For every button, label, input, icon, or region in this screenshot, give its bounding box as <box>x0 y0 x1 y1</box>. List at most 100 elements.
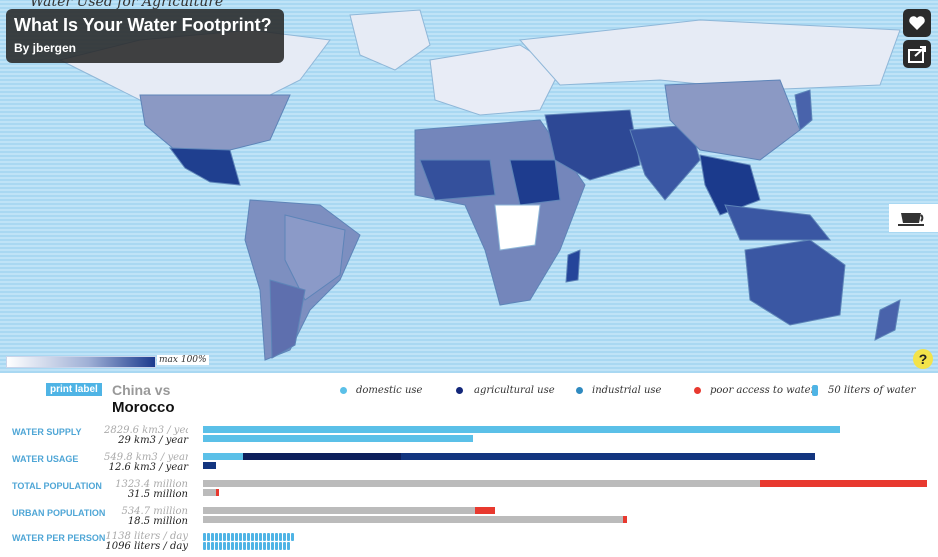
water-drop-country-2 <box>251 542 254 550</box>
water-drop-country-1 <box>223 533 226 541</box>
help-icon[interactable]: ? <box>913 349 933 369</box>
share-button[interactable] <box>903 40 931 68</box>
legend-water-unit: 50 liters of water <box>828 385 916 396</box>
region-madagascar <box>565 249 581 283</box>
region-japan <box>794 89 813 131</box>
page-title: What Is Your Water Footprint? <box>14 15 272 35</box>
water-drop-country-1 <box>243 533 246 541</box>
water-drop-country-2 <box>203 542 206 550</box>
water-drop-country-1 <box>283 533 286 541</box>
region-china <box>664 79 801 161</box>
water-drop-country-2 <box>263 542 266 550</box>
water-drop-country-2 <box>259 542 262 550</box>
row-value-country-1: 1323.4 million <box>115 479 188 490</box>
water-drop-country-1 <box>267 533 270 541</box>
legend-industrial: industrial use <box>592 385 662 396</box>
row-label: TOTAL POPULATION <box>12 481 102 491</box>
water-drop-country-2 <box>235 542 238 550</box>
water-drop-country-1 <box>211 533 214 541</box>
world-map-svg <box>58 9 901 361</box>
row-value-country-1: 1138 liters / day <box>105 531 188 542</box>
region-russia <box>518 19 901 91</box>
legend-domestic: domestic use <box>356 385 423 396</box>
water-drop-country-1 <box>231 533 234 541</box>
water-drop-country-2 <box>283 542 286 550</box>
water-drop-country-2 <box>267 542 270 550</box>
map-header-text: Water Used for Agriculture <box>30 0 224 10</box>
water-drop-country-1 <box>203 533 206 541</box>
coffee-cup-button[interactable] <box>889 204 938 232</box>
author-label: By jbergen <box>14 41 77 55</box>
bar-segment-country-1 <box>203 507 475 514</box>
world-map[interactable]: Water Used for Agriculture What Is Your … <box>0 0 938 373</box>
region-middle-east <box>544 109 641 181</box>
coffee-cup-icon <box>898 213 924 226</box>
water-drop-country-2 <box>223 542 226 550</box>
water-drop-country-2 <box>207 542 210 550</box>
water-drop-country-1 <box>235 533 238 541</box>
water-drop-country-1 <box>227 533 230 541</box>
water-drop-country-1 <box>251 533 254 541</box>
row-value-country-2: 31.5 million <box>127 489 188 500</box>
legend-dot-industrial <box>576 387 583 394</box>
water-drop-country-2 <box>215 542 218 550</box>
bar-segment-country-1 <box>243 453 401 460</box>
title-card[interactable]: What Is Your Water Footprint? By jbergen <box>6 9 284 63</box>
bar-segment-country-1 <box>203 480 760 487</box>
row-label: WATER SUPPLY <box>12 427 82 437</box>
map-color-legend <box>6 356 156 368</box>
water-drop-country-2 <box>227 542 230 550</box>
row-value-country-2: 12.6 km3 / year <box>108 462 188 473</box>
water-drop-country-2 <box>231 542 234 550</box>
row-label: URBAN POPULATION <box>12 508 106 518</box>
bar-segment-country-1 <box>203 426 840 433</box>
water-drop-country-1 <box>263 533 266 541</box>
water-drop-country-2 <box>219 542 222 550</box>
print-label-button[interactable]: print label <box>46 383 102 396</box>
water-drop-country-1 <box>255 533 258 541</box>
water-drop-country-2 <box>247 542 250 550</box>
row-value-country-2: 1096 liters / day <box>105 541 188 552</box>
water-drop-country-2 <box>279 542 282 550</box>
region-usa <box>139 94 291 151</box>
water-drop-country-2 <box>255 542 258 550</box>
water-drop-country-2 <box>287 542 290 550</box>
water-drop-country-1 <box>271 533 274 541</box>
water-drop-country-1 <box>287 533 290 541</box>
region-mexico <box>168 147 241 186</box>
region-europe <box>429 44 561 116</box>
legend-dot-agricultural <box>456 387 463 394</box>
row-value-country-1: 549.8 km3 / year <box>104 452 188 463</box>
row-value-country-1: 2829.6 km3 / year <box>104 425 188 436</box>
compare-country-2: Morocco <box>112 399 175 416</box>
legend-dot-domestic <box>340 387 347 394</box>
region-indonesia <box>724 204 832 241</box>
bar-segment-country-1 <box>401 453 815 460</box>
heart-icon <box>909 16 925 30</box>
legend-agricultural: agricultural use <box>474 385 555 396</box>
region-argentina <box>269 279 306 359</box>
water-drop-country-2 <box>243 542 246 550</box>
compare-country-1: China vs <box>112 382 171 398</box>
region-greenland <box>349 9 431 71</box>
region-australia <box>744 239 846 326</box>
water-drop-country-1 <box>207 533 210 541</box>
bar-segment-country-2 <box>623 516 627 523</box>
bar-segment-country-2 <box>203 489 216 496</box>
row-label: WATER USAGE <box>12 454 79 464</box>
region-brazil <box>284 214 346 301</box>
row-label: WATER PER PERSON <box>12 533 106 543</box>
bar-segment-country-2 <box>203 435 473 442</box>
water-drop-country-1 <box>279 533 282 541</box>
legend-dot-poor-access <box>694 387 701 394</box>
bar-segment-country-1 <box>760 480 927 487</box>
bar-segment-country-2 <box>203 516 623 523</box>
like-button[interactable] <box>903 9 931 37</box>
water-drop-country-1 <box>219 533 222 541</box>
region-sudan <box>509 159 561 206</box>
comparison-panel: print label China vs Morocco domestic us… <box>6 377 938 557</box>
water-drop-country-1 <box>247 533 250 541</box>
water-drop-country-1 <box>291 533 294 541</box>
water-drop-country-2 <box>211 542 214 550</box>
bar-segment-country-1 <box>475 507 495 514</box>
